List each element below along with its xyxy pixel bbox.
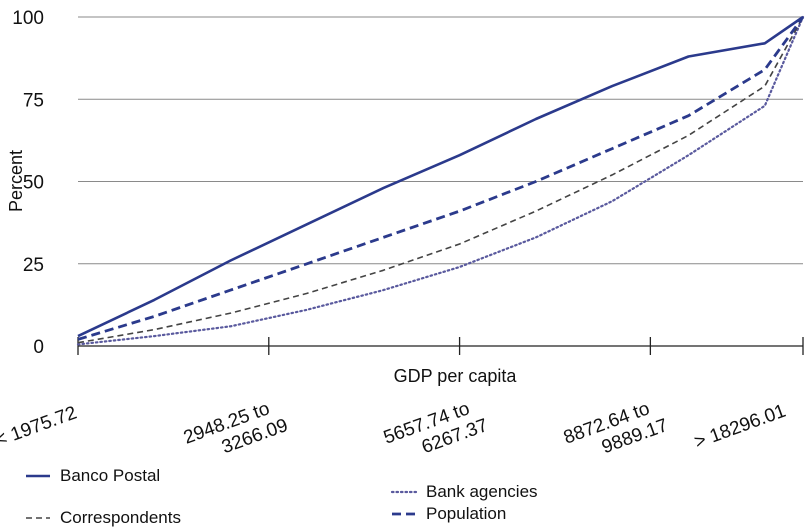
y-tick-label-0: 0 bbox=[33, 337, 44, 358]
series-line-bank-agencies bbox=[76, 15, 805, 346]
legend-label-correspondents: Correspondents bbox=[60, 508, 181, 527]
x-tick-label-0: < 1975.72 bbox=[0, 402, 80, 451]
x-tick-label-3: 8872.64 to9889.17 bbox=[561, 394, 671, 469]
gridlines bbox=[78, 16, 803, 265]
legend: Banco Postal Bank agencies Correspondent… bbox=[26, 466, 538, 527]
y-tick-label-75: 75 bbox=[23, 90, 44, 111]
series-line-population bbox=[77, 16, 805, 341]
y-tick-label-25: 25 bbox=[23, 255, 44, 276]
legend-label-banco-postal: Banco Postal bbox=[60, 466, 160, 485]
x-axis-label: GDP per capita bbox=[394, 366, 518, 386]
legend-label-population: Population bbox=[426, 504, 506, 523]
y-tick-label-100: 100 bbox=[12, 8, 44, 29]
series-lines bbox=[76, 15, 805, 346]
y-tick-label-50: 50 bbox=[23, 173, 44, 194]
series-line-correspondents bbox=[77, 16, 804, 344]
x-tick-label-4: > 18296.01 bbox=[692, 401, 789, 453]
x-tick-labels: < 1975.72 2948.25 to3266.09 5657.74 to6267… bbox=[0, 394, 789, 469]
series-line-banco-postal bbox=[77, 15, 804, 338]
y-axis-label: Percent bbox=[6, 150, 26, 212]
legend-label-bank-agencies: Bank agencies bbox=[426, 482, 538, 501]
x-axis bbox=[77, 337, 804, 355]
y-axis-ticks: 0 25 50 75 100 bbox=[12, 8, 44, 358]
x-tick-label-2: 5657.74 to6267.37 bbox=[381, 394, 491, 469]
x-tick-label-1: 2948.25 to3266.09 bbox=[181, 394, 291, 469]
